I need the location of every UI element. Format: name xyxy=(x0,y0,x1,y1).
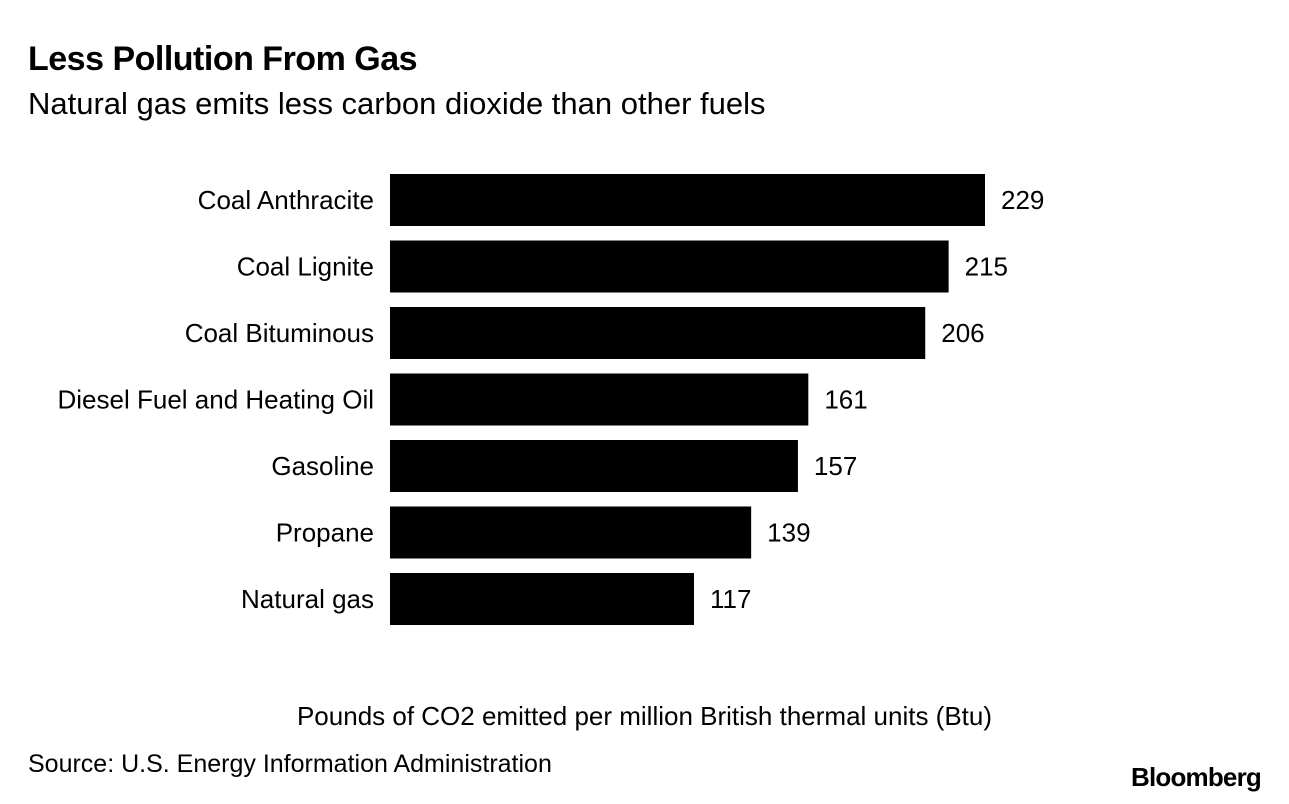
value-label: 157 xyxy=(814,451,857,481)
value-label: 161 xyxy=(824,385,867,415)
x-axis-label: Pounds of CO2 emitted per million Britis… xyxy=(0,701,1289,732)
bar xyxy=(390,174,985,226)
value-label: 139 xyxy=(767,518,810,548)
bar-group: Coal Anthracite 229 xyxy=(198,174,1044,226)
source-note: Source: U.S. Energy Information Administ… xyxy=(28,750,552,778)
bar-chart: Coal Anthracite 229 Coal Lignite 215 Coal Bi… xyxy=(58,174,1044,625)
value-label: 215 xyxy=(965,252,1008,282)
bar xyxy=(390,440,798,492)
chart-subtitle: Natural gas emits less carbon dioxide th… xyxy=(28,86,766,121)
x-axis-label-text: Pounds of CO2 emitted per million Britis… xyxy=(296,701,993,731)
category-label: Natural gas xyxy=(241,584,374,614)
bar-group: Coal Bituminous 206 xyxy=(185,307,985,359)
chart-title: Less Pollution From Gas xyxy=(28,40,418,78)
category-label: Coal Anthracite xyxy=(198,185,374,215)
bar xyxy=(390,240,949,293)
bar xyxy=(390,307,926,359)
bar-group: Gasoline 157 xyxy=(271,440,857,492)
category-label: Coal Bituminous xyxy=(185,318,374,348)
bar-group: Diesel Fuel and Heating Oil 161 xyxy=(58,373,868,426)
bloomberg-logo: Bloomberg xyxy=(1130,762,1262,792)
value-label: 206 xyxy=(941,318,984,348)
bar-group: Coal Lignite 215 xyxy=(237,240,1008,293)
bar-group: Propane 139 xyxy=(276,506,811,559)
value-label: 229 xyxy=(1001,185,1044,215)
bar xyxy=(390,573,694,625)
category-label: Coal Lignite xyxy=(237,252,374,282)
category-label: Gasoline xyxy=(271,451,374,481)
category-label: Diesel Fuel and Heating Oil xyxy=(58,385,375,415)
value-label: 117 xyxy=(710,584,751,614)
bar-group: Natural gas 117 xyxy=(241,573,751,625)
bars-layer: Coal Anthracite 229 Coal Lignite 215 Coal Bi… xyxy=(58,174,1044,625)
category-label: Propane xyxy=(276,518,374,548)
bar xyxy=(390,506,752,559)
bar xyxy=(390,373,809,426)
